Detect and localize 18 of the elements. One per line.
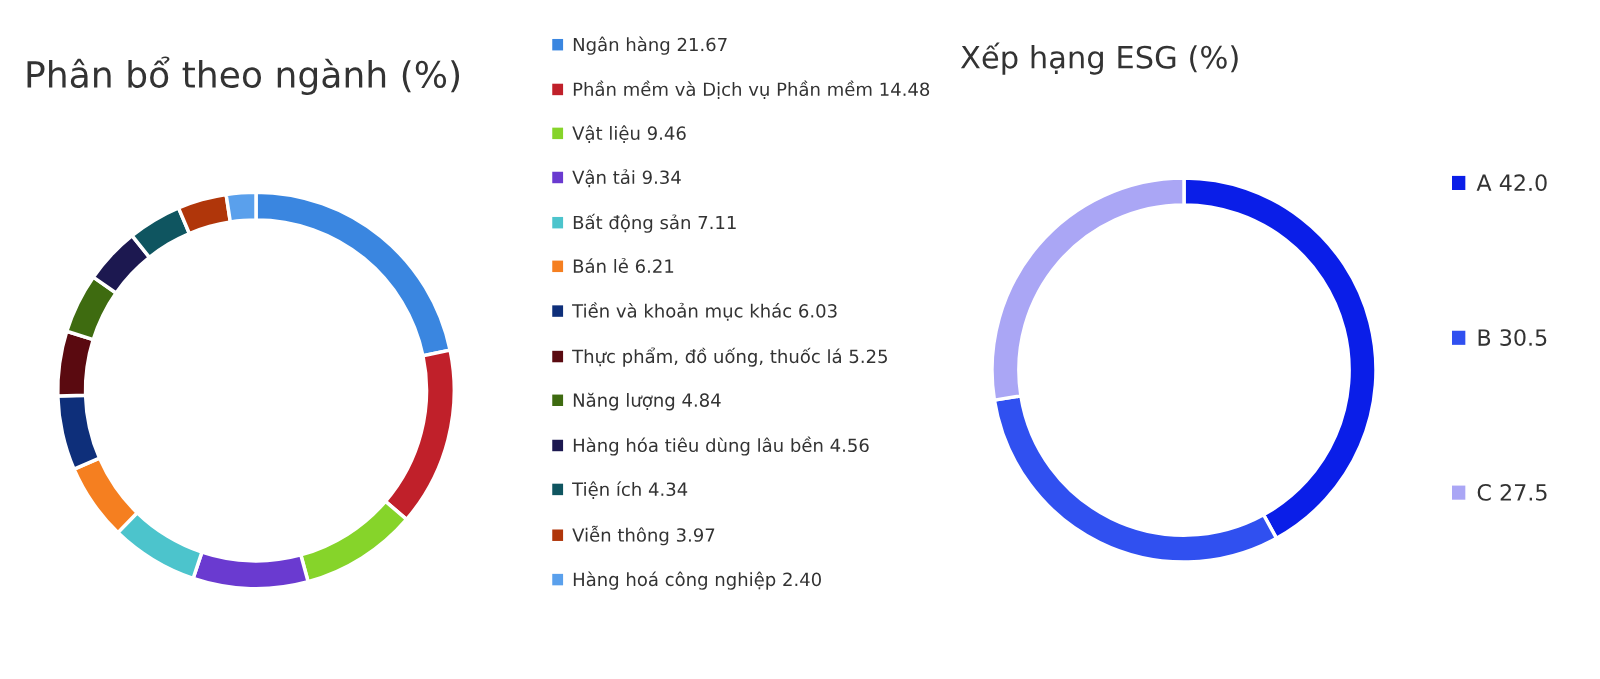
legend-label: C 27.5 bbox=[1477, 483, 1547, 501]
legend-label: Năng lượng 4.84 bbox=[573, 392, 721, 411]
legend-label: Bất động sản 7.11 bbox=[573, 213, 736, 233]
legend-label: Vật liệu 9.46 bbox=[572, 125, 686, 144]
legend-label: Ngân hàng 21.67 bbox=[573, 36, 727, 55]
legend-label: Phần mềm và Dịch vụ Phần mềm 14.48 bbox=[573, 80, 930, 100]
legend-label: B 30.5 bbox=[1478, 329, 1547, 346]
legend-label: Tiện ích 4.34 bbox=[572, 481, 688, 500]
legend-label: A 42.0 bbox=[1476, 174, 1547, 192]
legend-label: Tiền và khoản mục khác 6.03 bbox=[572, 302, 837, 321]
legend-label: Bán lẻ 6.21 bbox=[573, 258, 674, 273]
legend-label: Viễn thông 3.97 bbox=[572, 525, 715, 546]
text: Phân bổ theo ngành (%) bbox=[27, 56, 460, 96]
legend-label: Thực phẩm, đồ uống, thuốc lá 5.25 bbox=[572, 347, 887, 367]
legend-label: Vận tải 9.34 bbox=[572, 169, 681, 188]
legend-label: Hàng hoá công nghiệp 2.40 bbox=[573, 571, 821, 590]
legend-label: Hàng hóa tiêu dùng lâu bền 4.56 bbox=[573, 436, 869, 456]
chart-title: Xếp hạng ESG (%) bbox=[960, 42, 1238, 75]
